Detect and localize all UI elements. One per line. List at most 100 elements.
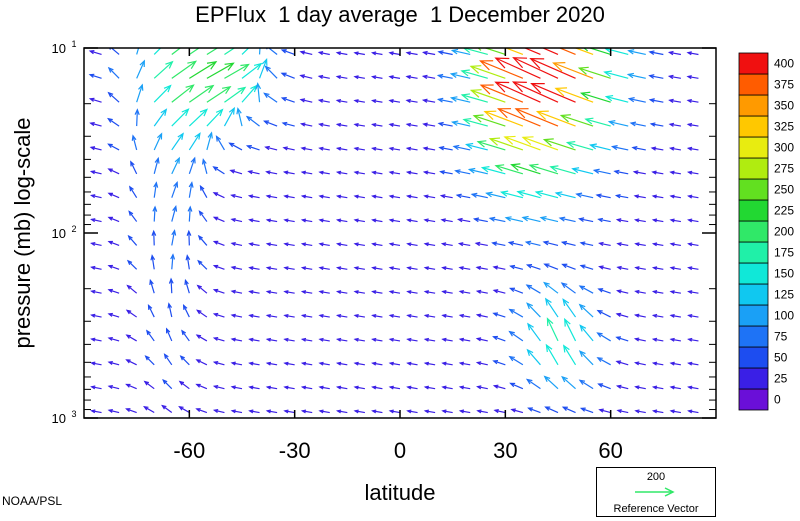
flux-vector (421, 98, 436, 103)
flux-vector (406, 242, 418, 247)
flux-vector (578, 379, 594, 390)
flux-vector (370, 51, 383, 56)
flux-vector (136, 83, 144, 103)
flux-vector (405, 51, 418, 56)
flux-vector (669, 385, 681, 390)
colorbar-swatch (738, 367, 769, 390)
flux-vector (579, 324, 594, 342)
flux-vector (441, 361, 453, 366)
flux-vector (353, 170, 365, 175)
flux-vector (510, 163, 541, 175)
flux-vector (145, 329, 155, 342)
flux-vector (353, 146, 365, 151)
flux-vector (88, 73, 102, 79)
flux-vector (633, 218, 646, 223)
flux-vector (108, 48, 120, 55)
flux-vector (388, 361, 401, 366)
flux-vector (648, 50, 664, 56)
flux-vector (90, 313, 102, 318)
reference-vector-box: 200 Reference Vector (596, 467, 716, 517)
flux-vector (634, 385, 646, 390)
flux-vector (264, 65, 278, 79)
flux-vector (607, 120, 629, 127)
flux-vector (549, 165, 576, 175)
flux-vector (423, 361, 436, 366)
flux-vector (127, 234, 138, 246)
flux-vector (629, 121, 646, 127)
flux-vector (198, 210, 208, 222)
flux-vector (438, 145, 453, 151)
flux-vector (669, 194, 681, 199)
flux-vector (185, 254, 191, 270)
colorbar-swatch (738, 325, 769, 348)
flux-vector (171, 156, 180, 175)
flux-vector (89, 121, 102, 127)
flux-vector (388, 337, 401, 342)
flux-vector (668, 122, 681, 127)
flux-vector (107, 336, 120, 342)
flux-vector (230, 313, 243, 318)
flux-vector (206, 131, 213, 151)
flux-vector (147, 304, 155, 318)
y-tick-label: 10 (52, 411, 66, 426)
flux-vector (371, 290, 383, 295)
flux-vector (263, 92, 278, 103)
flux-vector (199, 184, 208, 198)
flux-vector (449, 72, 471, 79)
flux-vector (125, 383, 137, 390)
flux-vector (476, 409, 488, 414)
flux-vector (317, 122, 330, 127)
flux-vector (90, 242, 102, 247)
flux-vector (241, 62, 263, 79)
flux-vector (188, 84, 215, 103)
flux-vector (633, 313, 646, 318)
flux-vector (633, 361, 646, 366)
flux-vector (578, 350, 594, 366)
flux-vector (588, 143, 611, 151)
flux-vector (686, 98, 699, 104)
flux-vector (669, 218, 681, 223)
flux-vector (687, 290, 699, 295)
flux-vector (317, 51, 330, 56)
flux-vector (615, 384, 629, 390)
flux-vector (458, 385, 471, 390)
flux-vector (388, 122, 401, 127)
colorbar-label: 300 (774, 141, 794, 155)
flux-vector (687, 266, 699, 271)
flux-vector (669, 337, 681, 342)
flux-vector (245, 144, 260, 151)
flux-vector (371, 409, 383, 414)
flux-vector (462, 48, 488, 56)
flux-vector (562, 344, 577, 366)
flux-vector (107, 91, 120, 103)
flux-vector (687, 242, 699, 247)
flux-vector (318, 266, 330, 271)
flux-vector (648, 74, 664, 79)
flux-vector (188, 108, 209, 127)
flux-vector (492, 360, 506, 366)
x-tick-label: 60 (598, 438, 622, 463)
flux-vector (107, 312, 120, 318)
flux-vector (353, 242, 365, 247)
flux-vector (558, 48, 576, 56)
flux-vector (388, 242, 401, 247)
colorbar-label: 175 (774, 246, 794, 260)
flux-vector (248, 242, 260, 247)
flux-vector (651, 385, 664, 390)
flux-vector (196, 284, 208, 294)
flux-vector (353, 290, 365, 295)
flux-vector (687, 218, 699, 223)
reference-vector-label: Reference Vector (613, 503, 699, 515)
flux-vector (598, 408, 611, 414)
flux-vector (554, 191, 576, 199)
flux-vector (212, 312, 225, 318)
flux-vector (136, 59, 145, 79)
flux-vector (441, 409, 453, 414)
flux-vector (370, 122, 383, 127)
y-axis-label: pressure (mb) log-scale (10, 117, 35, 348)
flux-vector (388, 99, 401, 104)
flux-vector (651, 242, 664, 247)
flux-vector (565, 141, 594, 151)
flux-vector (184, 278, 190, 294)
flux-vector (535, 110, 576, 127)
